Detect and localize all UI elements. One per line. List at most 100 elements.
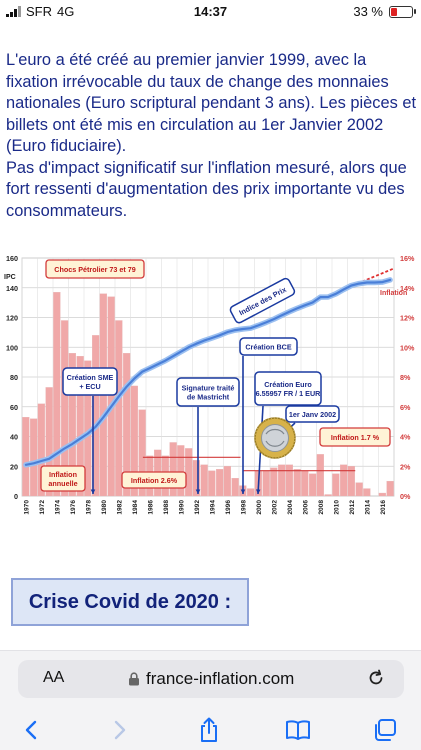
tabs-button[interactable]	[370, 716, 400, 744]
arrow-maastricht-head	[195, 489, 201, 494]
inflation-bar	[208, 470, 216, 497]
right-axis-label: Inflation	[380, 290, 407, 297]
browser-address-bar: AA france-inflation.com	[0, 650, 421, 711]
reload-icon	[369, 669, 383, 685]
inflation-bar	[339, 464, 348, 497]
annotation-inflation-annuelle-box	[40, 465, 86, 492]
inflation-bar	[223, 466, 231, 497]
annotation-inflation-17-box	[319, 427, 391, 447]
annotation-sme-box	[62, 367, 118, 396]
lock-icon	[129, 672, 139, 686]
inflation-bar	[29, 418, 38, 497]
x-tick-label: 1976	[70, 500, 77, 515]
tabs-icon	[375, 719, 396, 741]
inflation-bar	[192, 460, 200, 497]
annotation-sme: Création SME+ ECU	[62, 367, 118, 396]
url-display[interactable]: france-inflation.com	[128, 669, 294, 689]
x-tick-label: 2000	[256, 500, 263, 515]
x-tick-label: 1994	[209, 500, 216, 515]
inflation-bar	[355, 482, 363, 497]
reload-button[interactable]	[366, 668, 386, 693]
annotation-inflation-26-box	[121, 471, 187, 489]
book-icon	[286, 720, 310, 740]
inflation-bar	[215, 469, 224, 497]
inflation-bar	[332, 473, 340, 497]
left-tick-label: 0	[14, 492, 18, 501]
x-tick-label: 2014	[364, 500, 371, 515]
inflation-bar	[277, 464, 286, 497]
inflation-bar	[316, 454, 324, 497]
x-tick-label: 1992	[194, 500, 201, 515]
x-tick-label: 1974	[54, 500, 61, 515]
back-button[interactable]	[16, 716, 46, 744]
url-text: france-inflation.com	[146, 669, 295, 688]
annotation-janv2002-text: 1er Janv 2002	[289, 410, 336, 419]
left-tick-label: 120	[6, 314, 18, 323]
x-tick-label: 1990	[178, 500, 185, 515]
right-tick-label: 4%	[400, 433, 411, 442]
inflation-bar	[177, 445, 185, 497]
left-tick-label: 20	[10, 462, 18, 471]
chart-svg: 0 20 40 60 80 100 120 140 160 IPC 0% 2% 4% 6% 8% 10% 12%…	[0, 250, 421, 520]
inflation-bar	[92, 335, 100, 497]
inflation-bar	[308, 473, 317, 497]
coin-stars	[254, 417, 296, 459]
right-tick-label: 14%	[400, 284, 415, 293]
right-tick-label: 0%	[400, 492, 411, 501]
left-tick-label: 40	[10, 433, 18, 442]
annotation-sme-text: Création SME	[67, 373, 114, 382]
network-type: 4G	[57, 4, 75, 19]
inflation-bar	[37, 403, 46, 497]
share-button[interactable]	[194, 716, 224, 744]
inflation-bar	[301, 470, 309, 497]
left-tick-label: 140	[6, 284, 18, 293]
annotation-maastricht-text: Signature traité	[182, 384, 235, 393]
covid-title: Crise Covid de 2020 :	[28, 590, 232, 613]
x-tick-label: 2016	[380, 500, 387, 515]
x-tick-label: 2008	[318, 500, 325, 515]
share-icon	[201, 717, 217, 742]
x-tick-label: 2002	[271, 500, 278, 515]
arrow-bce-head	[240, 489, 246, 494]
inflation-bar	[293, 469, 301, 497]
inflation-bar	[246, 488, 255, 497]
x-tick-label: 2010	[333, 500, 340, 515]
annotation-janv2002: 1er Janv 2002	[285, 405, 340, 423]
url-field[interactable]: AA france-inflation.com	[18, 660, 404, 698]
inflation-bar	[386, 480, 394, 497]
right-tick-label: 6%	[400, 403, 411, 412]
x-tick-label: 2012	[349, 500, 356, 515]
inflation-bar	[184, 448, 193, 497]
forward-button[interactable]	[105, 716, 135, 744]
x-tick-label: 2004	[287, 500, 294, 515]
x-tick-label: 1984	[132, 500, 139, 515]
annotation-indice-box	[229, 277, 296, 324]
inflation-bar	[61, 320, 69, 497]
battery-percent: 33 %	[353, 4, 383, 19]
reader-mode-button[interactable]: AA	[43, 669, 65, 686]
battery-icon	[389, 5, 416, 18]
bookmarks-button[interactable]	[283, 716, 313, 744]
inflation-bar	[76, 356, 84, 497]
annotation-bce-text: Création BCE	[245, 343, 292, 352]
coin-map-detail	[265, 428, 285, 447]
annotation-janv2002-box	[285, 405, 340, 423]
inflation-bar	[285, 464, 293, 497]
x-tick-label: 1982	[116, 500, 123, 515]
inflation-bar	[138, 409, 146, 497]
right-tick-label: 16%	[400, 254, 415, 263]
annotation-maastricht-box	[176, 377, 240, 407]
inflation-bar	[130, 385, 138, 497]
left-tick-label: 60	[10, 403, 18, 412]
x-tick-label: 1980	[101, 500, 108, 515]
article-text: L'euro a été créé au premier janvier 199…	[6, 50, 416, 222]
signal-icon	[6, 6, 21, 17]
annotation-inflation-17-text: Inflation 1.7 %	[331, 433, 380, 442]
inflation-bar	[231, 477, 239, 497]
right-tick-label: 12%	[400, 314, 415, 323]
x-tick-label: 1972	[39, 500, 46, 515]
paragraph-euro: L'euro a été créé au premier janvier 199…	[6, 51, 417, 155]
price-index-line	[24, 278, 392, 466]
inflation-bar	[22, 417, 30, 497]
x-tick-label: 2006	[302, 500, 309, 515]
